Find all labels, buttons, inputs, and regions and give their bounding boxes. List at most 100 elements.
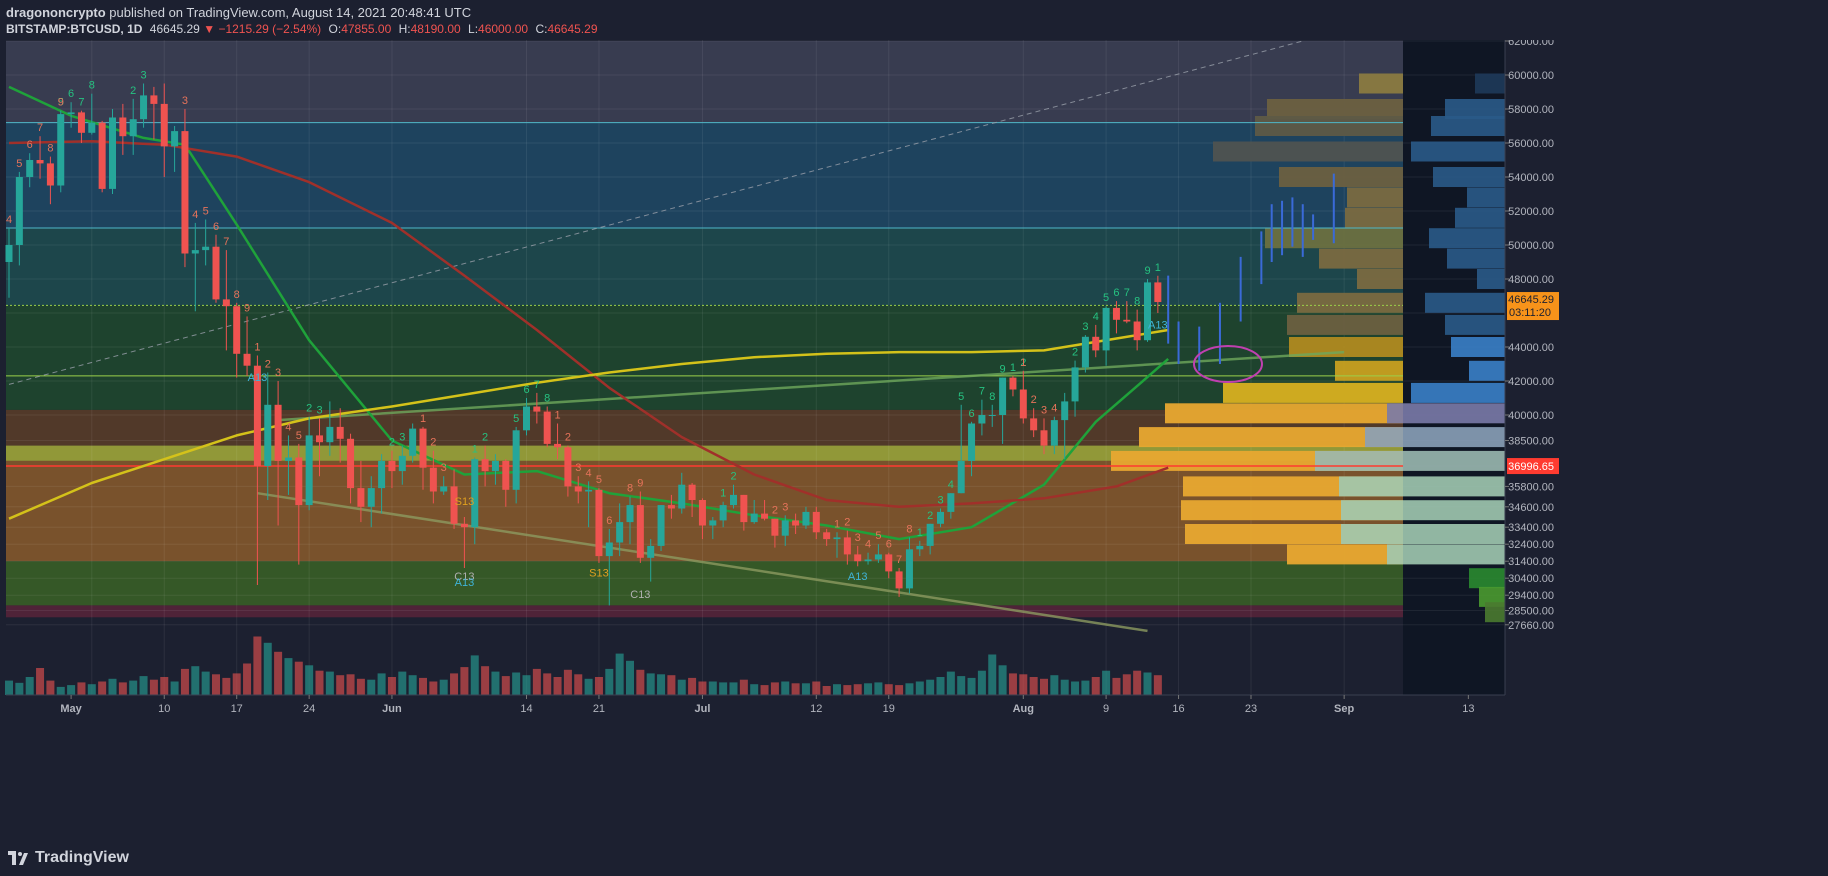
- candle: [98, 120, 106, 193]
- candle-body: [605, 542, 613, 557]
- profile-bar-left: [1255, 116, 1403, 136]
- td-count-down: 5: [596, 474, 602, 486]
- candle-body: [988, 415, 996, 416]
- td-count-down: 5: [875, 530, 881, 542]
- td-count-up: 1: [917, 527, 923, 539]
- candle: [388, 450, 396, 489]
- volume-bar: [967, 677, 976, 695]
- profile-bar-left: [1165, 403, 1403, 424]
- zone-band: [6, 305, 1403, 410]
- volume-bar: [988, 654, 997, 695]
- volume-bar: [688, 677, 697, 695]
- candle: [512, 426, 520, 504]
- candle: [657, 505, 665, 551]
- profile-bar-left: [1287, 544, 1403, 565]
- volume-bar: [895, 685, 904, 695]
- td-count-down: 7: [223, 236, 229, 248]
- volume-bar: [1102, 670, 1111, 695]
- candle-body: [357, 488, 365, 507]
- countdown-marker: A13: [455, 577, 475, 589]
- volume-bar: [87, 684, 96, 695]
- td-count-down: 2: [772, 505, 778, 517]
- candle: [926, 523, 934, 555]
- candle: [647, 539, 655, 582]
- price-change: −1215.29 (−2.54%): [218, 22, 322, 36]
- volume-bar: [356, 678, 365, 695]
- price-tick-label: 38500.00: [1508, 436, 1554, 448]
- time-axis[interactable]: May 10 17 24 Jun 14 21 Jul 12 19 Aug 9 16 23 Sep 13: [0, 694, 1828, 840]
- volume-bar: [325, 671, 334, 695]
- volume-bar: [201, 671, 210, 695]
- candle-body: [36, 160, 44, 164]
- price-tick-label: 40000.00: [1508, 410, 1554, 422]
- td-count-up: 6: [523, 384, 529, 396]
- author-name[interactable]: dragononcrypto: [6, 5, 106, 20]
- profile-bar-right: [1365, 427, 1505, 448]
- candle-body: [926, 523, 934, 546]
- countdown-marker: A13: [848, 571, 868, 583]
- td-count-up: 1: [1155, 262, 1161, 274]
- candle-body: [750, 513, 758, 523]
- candle-body: [823, 532, 831, 540]
- profile-bar-right: [1431, 116, 1505, 136]
- candle: [585, 481, 593, 528]
- candle: [1081, 335, 1089, 373]
- candle: [1112, 301, 1120, 334]
- volume-bar: [305, 665, 314, 695]
- volume-bar: [170, 681, 179, 695]
- candle-body: [202, 246, 210, 251]
- countdown-marker: A13: [1148, 319, 1168, 331]
- profile-bar-left: [1223, 382, 1403, 403]
- high-label: H:: [398, 22, 411, 36]
- candle-body: [150, 95, 158, 104]
- volume-bar: [408, 675, 417, 695]
- candle: [440, 476, 448, 495]
- candle: [843, 530, 851, 565]
- candle: [336, 408, 344, 463]
- candle: [957, 404, 965, 494]
- profile-bar-right: [1479, 586, 1505, 607]
- td-count-down: 4: [285, 421, 291, 433]
- td-count-up: 2: [482, 432, 488, 444]
- axis-background: [1505, 38, 1828, 695]
- time-tick-label: Jun: [382, 703, 402, 715]
- candle: [357, 460, 365, 523]
- candle-body: [284, 457, 292, 461]
- profile-bar-right: [1467, 187, 1505, 208]
- candle: [874, 544, 882, 563]
- time-axis-background: [0, 695, 1828, 840]
- volume-bar: [864, 683, 873, 695]
- countdown-marker: C13: [630, 589, 650, 601]
- profile-bar-right: [1469, 568, 1505, 589]
- price-tick-label: 30400.00: [1508, 573, 1554, 585]
- volume-bar: [1060, 679, 1069, 695]
- tradingview-logo[interactable]: TradingView: [8, 849, 129, 867]
- candle: [88, 93, 96, 135]
- chart-footer: TradingView: [0, 840, 1828, 876]
- volume-bar: [180, 668, 189, 695]
- td-count-up: 9: [1144, 265, 1150, 277]
- td-count-down: 8: [627, 483, 633, 495]
- profile-bar-right: [1475, 73, 1505, 94]
- candle: [1030, 408, 1038, 438]
- candle: [1040, 418, 1048, 455]
- td-count-up: 4: [1093, 311, 1099, 323]
- price-axis[interactable]: 62000.0060000.0058000.0056000.0054000.00…: [1504, 36, 1828, 695]
- candle-body: [1071, 367, 1079, 402]
- candle: [688, 483, 696, 517]
- td-count-up: 7: [534, 379, 540, 391]
- volume-bar: [915, 681, 924, 695]
- profile-bar-right: [1341, 500, 1505, 521]
- candle-body: [336, 426, 344, 439]
- profile-bar-left: [1359, 73, 1403, 94]
- candle: [46, 156, 54, 205]
- volume-bar: [1112, 677, 1121, 695]
- candle-body: [885, 554, 893, 572]
- symbol-label[interactable]: BITSTAMP:BTCUSD, 1D: [6, 22, 143, 36]
- candle-body: [740, 494, 748, 523]
- td-count-down: 2: [430, 437, 436, 449]
- candle: [988, 404, 996, 427]
- candle: [295, 443, 303, 565]
- candle-body: [419, 428, 427, 468]
